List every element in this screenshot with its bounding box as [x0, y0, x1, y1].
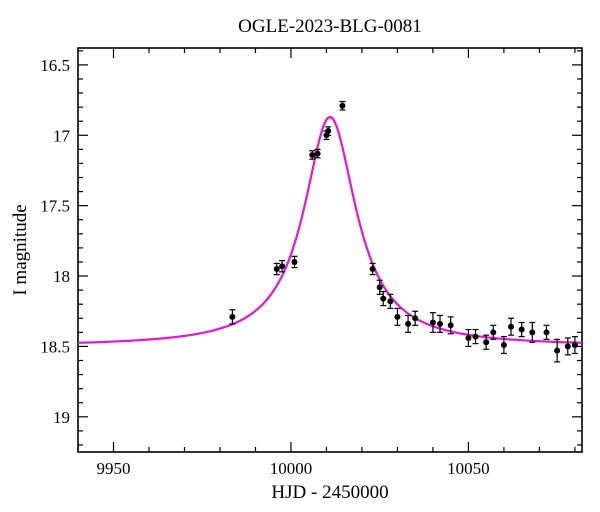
y-axis-label: I magnitude [10, 204, 31, 295]
data-point [387, 298, 393, 304]
data-point [529, 329, 535, 335]
x-tick-label: 10050 [447, 459, 490, 478]
data-point [448, 322, 454, 328]
data-point [292, 259, 298, 265]
x-tick-label: 9950 [96, 459, 130, 478]
data-point [519, 327, 525, 333]
data-point [544, 329, 550, 335]
data-point [501, 342, 507, 348]
data-point [508, 324, 514, 330]
y-tick-label: 16.5 [40, 56, 70, 75]
data-point [412, 315, 418, 321]
data-point [430, 319, 436, 325]
data-point [473, 334, 479, 340]
data-point [490, 329, 496, 335]
y-tick-label: 18 [53, 267, 70, 286]
data-point [465, 335, 471, 341]
data-point [554, 348, 560, 354]
y-tick-label: 17.5 [40, 197, 70, 216]
data-point [380, 296, 386, 302]
chart-background [0, 0, 600, 512]
data-point [437, 321, 443, 327]
x-tick-label: 10000 [270, 459, 313, 478]
data-point [315, 151, 321, 157]
data-point [483, 339, 489, 345]
data-point [572, 342, 578, 348]
y-tick-label: 17 [53, 126, 71, 145]
chart-title: OGLE-2023-BLG-0081 [238, 16, 422, 37]
data-point [377, 284, 383, 290]
data-point [274, 266, 280, 272]
data-point [229, 314, 235, 320]
data-point [565, 343, 571, 349]
y-tick-label: 19 [53, 408, 70, 427]
data-point [339, 103, 345, 109]
lightcurve-chart: OGLE-2023-BLG-0081 HJD - 2450000 I magnitu… [0, 0, 600, 512]
data-point [394, 314, 400, 320]
data-point [405, 321, 411, 327]
data-point [309, 152, 315, 158]
data-point [325, 128, 331, 134]
data-point [279, 263, 285, 269]
data-point [370, 266, 376, 272]
x-axis-label: HJD - 2450000 [271, 482, 388, 503]
y-tick-label: 18.5 [40, 337, 70, 356]
